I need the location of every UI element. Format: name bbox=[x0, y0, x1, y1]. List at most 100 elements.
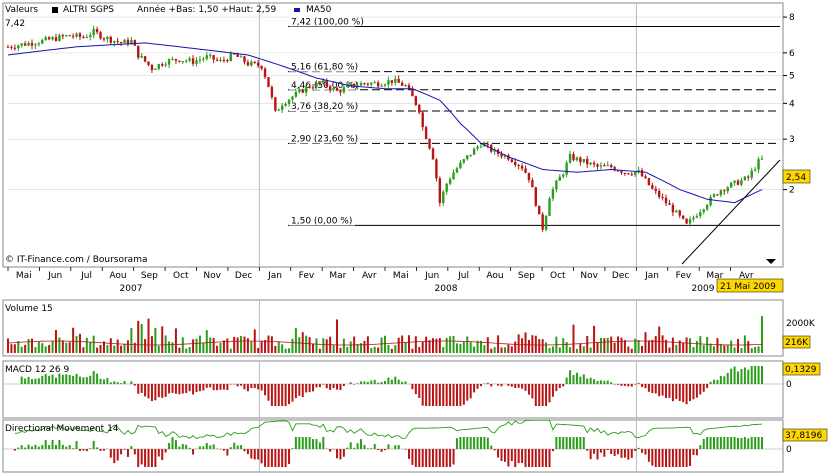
macd-bar bbox=[298, 384, 301, 396]
volume-bar bbox=[757, 346, 760, 353]
macd-bar bbox=[305, 384, 308, 393]
macd-bar bbox=[675, 384, 678, 400]
macd-bar bbox=[428, 384, 431, 406]
volume-bar bbox=[150, 336, 153, 353]
macd-last-box bbox=[782, 362, 821, 376]
volume-bar bbox=[216, 345, 219, 353]
candle-body bbox=[455, 168, 459, 173]
macd-bar bbox=[538, 384, 541, 406]
dm-bar bbox=[435, 449, 438, 467]
volume-bar bbox=[133, 342, 136, 353]
volume-bar bbox=[157, 345, 160, 353]
volume-bar bbox=[466, 336, 469, 353]
volume-bar bbox=[548, 347, 551, 353]
dm-bar bbox=[384, 449, 386, 451]
volume-bar bbox=[82, 347, 85, 353]
volume-bar bbox=[126, 340, 129, 353]
candle-body bbox=[23, 43, 27, 46]
volume-bar bbox=[130, 328, 133, 353]
macd-bar bbox=[541, 384, 544, 406]
dm-bar bbox=[524, 449, 527, 467]
volume-bar bbox=[106, 345, 109, 353]
candle-body bbox=[68, 35, 71, 37]
volume-bar bbox=[658, 326, 661, 353]
candle-body bbox=[95, 29, 99, 33]
candle-body bbox=[215, 59, 219, 61]
dm-bar bbox=[260, 449, 263, 464]
macd-bar bbox=[754, 366, 757, 384]
candle-body bbox=[390, 80, 394, 83]
macd-bar bbox=[58, 373, 61, 384]
macd-bar bbox=[719, 375, 722, 384]
volume-bar bbox=[702, 345, 705, 353]
macd-bar bbox=[68, 375, 71, 384]
macd-bar bbox=[89, 375, 92, 384]
macd-bar bbox=[308, 384, 311, 393]
volume-bar bbox=[517, 334, 520, 353]
dm-bar bbox=[102, 449, 105, 451]
scroll-down-arrow[interactable] bbox=[766, 259, 776, 264]
candle-body bbox=[102, 38, 106, 40]
macd-bar bbox=[521, 384, 524, 389]
dm-bar bbox=[315, 439, 318, 449]
macd-bar bbox=[34, 378, 37, 384]
volume-bar bbox=[229, 348, 232, 353]
dm-bar bbox=[431, 449, 434, 467]
macd-bar bbox=[644, 384, 647, 389]
dm-bar bbox=[349, 442, 352, 449]
dm-bar bbox=[757, 437, 760, 449]
candle-body bbox=[747, 176, 750, 178]
candle-body bbox=[339, 90, 342, 93]
macd-bar bbox=[442, 384, 445, 406]
year-label: 2007 bbox=[120, 284, 143, 294]
candle-body bbox=[538, 205, 541, 215]
volume-bar bbox=[246, 338, 249, 353]
dm-bar bbox=[85, 449, 88, 452]
dm-bar bbox=[620, 449, 623, 458]
volume-bar bbox=[339, 347, 342, 353]
dm-bar bbox=[109, 449, 112, 458]
volume-bar bbox=[493, 346, 496, 353]
candle-body bbox=[335, 87, 339, 91]
dm-bar bbox=[168, 442, 171, 449]
dm-bar bbox=[449, 449, 452, 467]
macd-bar bbox=[486, 382, 489, 384]
candle-body bbox=[589, 162, 592, 165]
candle-body bbox=[637, 170, 640, 173]
candle-body bbox=[154, 68, 157, 71]
dm-bar bbox=[596, 449, 599, 460]
candle-body bbox=[209, 55, 212, 57]
x-tick-label: Sep bbox=[141, 271, 158, 281]
volume-bar bbox=[205, 330, 208, 353]
candle-body bbox=[311, 87, 315, 89]
dm-bar bbox=[493, 449, 496, 451]
volume-bar bbox=[610, 336, 613, 353]
volume-bar bbox=[459, 343, 462, 353]
dm-bar bbox=[202, 446, 205, 449]
macd-bar bbox=[291, 384, 294, 402]
candle-body bbox=[106, 36, 109, 40]
volume-bar bbox=[527, 339, 530, 353]
candle-body bbox=[174, 59, 178, 61]
macd-bar bbox=[198, 384, 201, 392]
candle-body bbox=[428, 138, 431, 149]
volume-bar bbox=[479, 340, 482, 353]
dm-bar bbox=[185, 444, 188, 449]
dm-bar bbox=[637, 447, 640, 449]
volume-bar bbox=[370, 348, 373, 353]
dm-bar bbox=[397, 445, 400, 449]
macd-bar bbox=[476, 384, 479, 389]
dm-bar bbox=[538, 449, 541, 467]
dm-bar bbox=[421, 449, 424, 467]
ma50-line bbox=[7, 42, 763, 204]
macd-bar bbox=[267, 384, 270, 401]
volume-bar bbox=[34, 347, 37, 353]
candle-body bbox=[277, 109, 280, 111]
candle-body bbox=[58, 35, 61, 41]
candle-body bbox=[442, 191, 445, 203]
dm-bar bbox=[140, 449, 143, 465]
macd-bar bbox=[109, 382, 112, 384]
macd-bar bbox=[178, 384, 181, 395]
candle-body bbox=[640, 170, 644, 177]
y-tick-label: 8 bbox=[789, 13, 795, 23]
